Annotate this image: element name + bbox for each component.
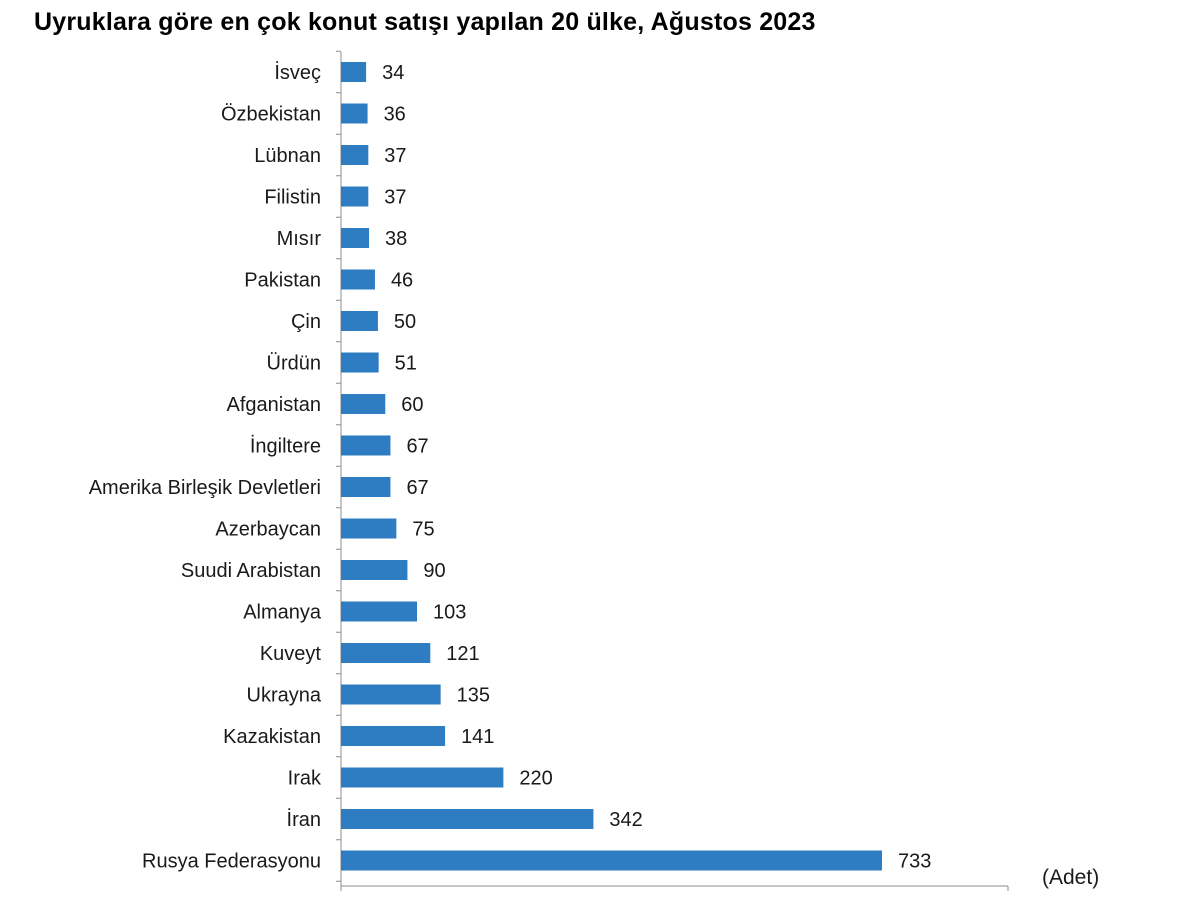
category-label: Kuveyt: [260, 643, 322, 665]
bar: [341, 684, 441, 705]
category-label: Lübnan: [254, 145, 321, 167]
bar: [341, 394, 386, 414]
bar: [341, 643, 431, 663]
bar: [341, 62, 367, 82]
value-label: 733: [898, 851, 931, 873]
category-label: Rusya Federasyonu: [142, 851, 321, 873]
bar: [341, 518, 397, 539]
value-label: 51: [395, 353, 417, 375]
value-label: 46: [391, 270, 413, 292]
value-label: 67: [406, 477, 428, 499]
category-label: İsveç: [274, 61, 321, 84]
value-label: 38: [385, 228, 407, 250]
value-label: 37: [384, 145, 406, 167]
category-label: Amerika Birleşik Devletleri: [89, 477, 321, 499]
bar: [341, 767, 504, 788]
category-label: Mısır: [277, 228, 322, 250]
category-label: Irak: [288, 768, 322, 790]
value-label: 90: [423, 560, 445, 582]
value-label: 141: [461, 726, 494, 748]
category-label: Azerbaycan: [215, 519, 321, 541]
category-label: Ukrayna: [247, 685, 322, 707]
value-label: 342: [609, 809, 642, 831]
bar: [341, 435, 391, 456]
bar: [341, 186, 369, 207]
bar: [341, 560, 408, 580]
category-label: Afganistan: [226, 394, 321, 416]
category-label: İngiltere: [250, 435, 321, 458]
value-label: 220: [519, 768, 552, 790]
bar: [341, 269, 375, 290]
value-label: 75: [412, 519, 434, 541]
bar: [341, 601, 418, 622]
bar: [341, 311, 378, 331]
unit-label: (Adet): [1042, 866, 1100, 889]
category-label: Çin: [291, 311, 321, 333]
bar: [341, 809, 594, 829]
category-labels-group: İsveç Özbekistan Lübnan Filistin Mısır Pakist…: [89, 61, 322, 873]
category-label: Kazakistan: [223, 726, 321, 748]
bar: [341, 145, 369, 165]
category-label: Pakistan: [244, 270, 321, 292]
value-label: 50: [394, 311, 416, 333]
category-label: Suudi Arabistan: [181, 560, 321, 582]
bar: [341, 850, 882, 871]
bars-group: [341, 62, 882, 871]
bar: [341, 228, 370, 248]
bar: [341, 477, 391, 497]
bar: [341, 352, 379, 373]
value-label: 135: [457, 685, 490, 707]
value-label: 103: [433, 602, 466, 624]
value-label: 121: [446, 643, 479, 665]
value-label: 60: [401, 394, 423, 416]
chart-title: Uyruklara göre en çok konut satışı yapıl…: [34, 8, 816, 36]
value-label: 37: [384, 187, 406, 209]
bar: [341, 103, 368, 124]
category-label: Filistin: [264, 187, 321, 209]
value-label: 36: [384, 104, 406, 126]
category-label: Ürdün: [267, 353, 321, 375]
value-label: 34: [382, 62, 404, 84]
bar: [341, 726, 446, 746]
axis-group: [336, 50, 1009, 891]
category-label: Özbekistan: [221, 104, 321, 126]
value-labels-group: 34 36 37 37 38 46 50 51 60 67 67 75 90 103 121 135 141 22…: [382, 62, 931, 873]
category-label: Almanya: [243, 602, 322, 624]
category-label: İran: [287, 808, 321, 831]
value-label: 67: [406, 436, 428, 458]
